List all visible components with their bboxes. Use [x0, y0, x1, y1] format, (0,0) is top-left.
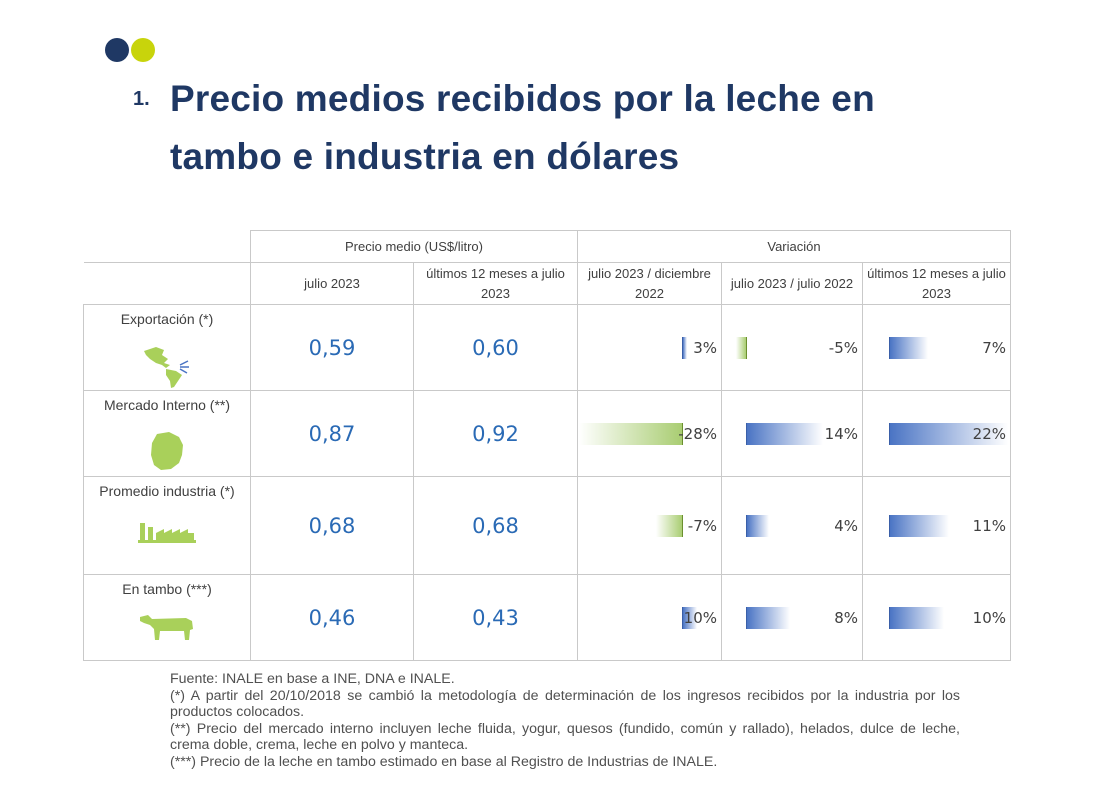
- var-12m-value: 22%: [972, 424, 1006, 443]
- note-tambo: (***) Precio de la leche en tambo estima…: [170, 753, 718, 770]
- price-month: 0,59: [250, 304, 414, 391]
- var-dec-value: -7%: [687, 516, 717, 535]
- var-cell: -7%: [577, 476, 722, 575]
- var-cell: 3%: [577, 304, 722, 391]
- col-header-12m-price: últimos 12 meses a julio 2023: [413, 262, 578, 305]
- price-12m: 0,43: [413, 574, 578, 661]
- var-cell: 10%: [862, 574, 1011, 661]
- var-year-bar: [746, 514, 769, 537]
- price-12m: 0,60: [413, 304, 578, 391]
- var-year-value: 8%: [834, 608, 858, 627]
- var-12m-bar: [889, 336, 928, 359]
- var-12m-bar: [889, 514, 949, 537]
- price-table: Precio medio (US$/litro) Variación julio…: [83, 230, 1011, 661]
- var-dec-value: -28%: [678, 424, 717, 443]
- corner-cell: [83, 230, 251, 263]
- var-cell: -28%: [577, 390, 722, 477]
- var-year-value: 4%: [834, 516, 858, 535]
- col-header-var-year: julio 2023 / julio 2022: [721, 262, 863, 305]
- var-year-bar: [746, 606, 791, 629]
- row-label: Mercado Interno (**): [103, 397, 231, 413]
- col-header-var-12m: últimos 12 meses a julio 2023: [862, 262, 1011, 305]
- table-row: Promedio industria (*) 0,68 0,68 -7% 4% …: [83, 476, 1011, 575]
- var-year-bar: [736, 336, 747, 359]
- var-dec-bar: [682, 606, 697, 629]
- slide-number: 1.: [133, 88, 150, 110]
- row-label: Exportación (*): [120, 311, 214, 327]
- price-12m: 0,68: [413, 476, 578, 575]
- var-cell: 7%: [862, 304, 1011, 391]
- var-dec-value: 3%: [693, 338, 717, 357]
- price-month: 0,68: [250, 476, 414, 575]
- var-cell: 14%: [721, 390, 863, 477]
- var-cell: 22%: [862, 390, 1011, 477]
- row-label: Promedio industria (*): [99, 483, 235, 499]
- corner-cell: [83, 262, 251, 305]
- table-row: En tambo (***) 0,46 0,43 10% 8% 10%: [83, 574, 1011, 661]
- row-label-cell: Exportación (*): [83, 304, 251, 391]
- var-cell: 8%: [721, 574, 863, 661]
- note-source: Fuente: INALE en base a INE, DNA e INALE…: [170, 671, 455, 687]
- lime-dot: [131, 38, 155, 62]
- var-12m-value: 10%: [972, 608, 1006, 627]
- factory-icon: [138, 523, 196, 543]
- var-12m-bar: [889, 422, 1008, 445]
- var-cell: 11%: [862, 476, 1011, 575]
- price-group-header: Precio medio (US$/litro): [250, 230, 578, 263]
- americas-map-icon: [144, 347, 189, 388]
- row-label-cell: Mercado Interno (**): [83, 390, 251, 477]
- var-12m-value: 7%: [982, 338, 1006, 357]
- price-month: 0,87: [250, 390, 414, 477]
- slide-title: Precio medios recibidos por la leche en …: [170, 78, 875, 177]
- var-cell: 4%: [721, 476, 863, 575]
- var-dec-bar: [682, 336, 688, 359]
- col-header-julio-2023: julio 2023: [250, 262, 414, 305]
- var-year-value: 14%: [824, 424, 858, 443]
- cow-icon: [140, 615, 193, 640]
- var-dec-value: 10%: [683, 608, 717, 627]
- row-label: En tambo (***): [122, 581, 212, 597]
- variation-group-header: Variación: [577, 230, 1011, 263]
- var-year-bar: [746, 422, 823, 445]
- note-mercado-interno: (**) Precio del mercado interno incluyen…: [170, 720, 960, 754]
- var-cell: -5%: [721, 304, 863, 391]
- var-dec-bar: [656, 514, 683, 537]
- row-label-cell: En tambo (***): [83, 574, 251, 661]
- price-month: 0,46: [250, 574, 414, 661]
- price-12m: 0,92: [413, 390, 578, 477]
- var-dec-bar: [579, 422, 683, 445]
- var-12m-value: 11%: [972, 516, 1006, 535]
- table-row: Mercado Interno (**) 0,87 0,92 -28% 14% …: [83, 390, 1011, 477]
- var-cell: 10%: [577, 574, 722, 661]
- var-12m-bar: [889, 606, 944, 629]
- source-notes: Fuente: INALE en base a INE, DNA e INALE…: [170, 671, 960, 770]
- row-label-cell: Promedio industria (*): [83, 476, 251, 575]
- note-exportacion: (*) A partir del 20/10/2018 se cambió la…: [170, 687, 960, 721]
- table-row: Exportación (*) 0,59 0,60 3% -5% 7%: [83, 304, 1011, 391]
- var-year-value: -5%: [828, 338, 858, 357]
- navy-dot: [105, 38, 129, 62]
- col-header-var-dec: julio 2023 / diciembre 2022: [577, 262, 722, 305]
- uruguay-map-icon: [151, 432, 183, 470]
